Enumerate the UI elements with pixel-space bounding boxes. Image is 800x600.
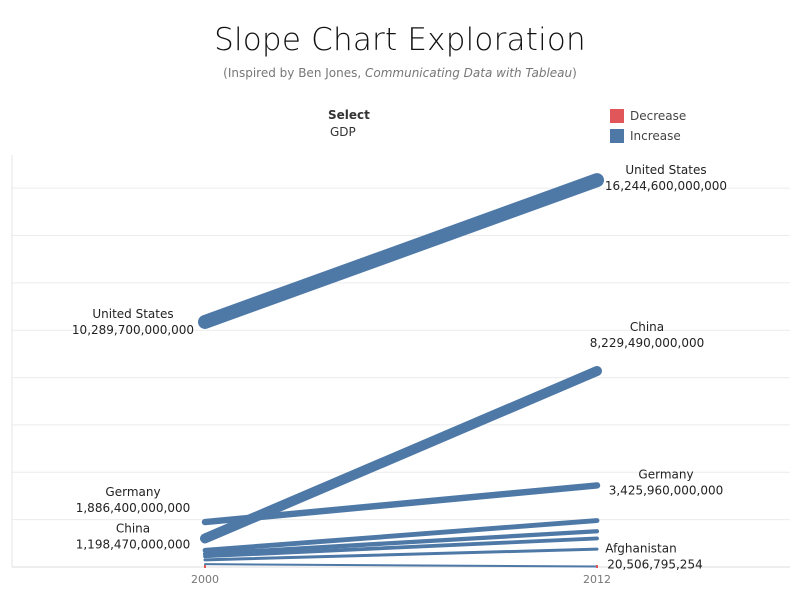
legend-swatch-increase <box>610 129 624 143</box>
label-end-value-afghanistan: 20,506,795,254 <box>607 558 702 572</box>
x-tick-label-2000: 2000 <box>191 573 219 586</box>
slope-line-united-states[interactable] <box>198 173 604 329</box>
slope-line-series-6[interactable] <box>203 536 599 559</box>
subtitle-suffix: ) <box>572 66 577 80</box>
slope-line-series-4[interactable] <box>202 518 600 553</box>
legend-item-decrease[interactable]: Decrease <box>610 106 686 126</box>
page-subtitle: (Inspired by Ben Jones, Communicating Da… <box>0 66 800 80</box>
legend: Decrease Increase <box>610 106 686 146</box>
label-start-value-china: 1,198,470,000,000 <box>76 537 191 551</box>
legend-item-increase[interactable]: Increase <box>610 126 686 146</box>
label-start-name-germany: Germany <box>105 485 160 499</box>
subtitle-prefix: (Inspired by Ben Jones, <box>223 66 365 80</box>
label-start-name-china: China <box>116 521 150 535</box>
slope-line-germany[interactable] <box>201 482 601 526</box>
label-start-value-germany: 1,886,400,000,000 <box>76 501 191 515</box>
label-end-name-china: China <box>630 320 664 334</box>
slope-line-china[interactable] <box>200 366 602 544</box>
subtitle-book: Communicating Data with Tableau <box>365 66 573 80</box>
label-end-value-china: 8,229,490,000,000 <box>590 336 705 350</box>
slope-line-series-5[interactable] <box>202 529 600 557</box>
legend-label-increase: Increase <box>630 129 681 143</box>
label-end-name-united-states: United States <box>625 163 706 177</box>
slope-line-afghanistan[interactable] <box>204 563 598 568</box>
measure-selector[interactable]: GDP <box>330 125 356 139</box>
label-start-value-united-states: 10,289,700,000,000 <box>72 323 194 337</box>
label-end-value-united-states: 16,244,600,000,000 <box>605 179 727 193</box>
x-tick-label-2012: 2012 <box>583 573 611 586</box>
page-title: Slope Chart Exploration <box>214 22 586 58</box>
slope-line-series-7[interactable] <box>203 547 599 562</box>
label-start-name-united-states: United States <box>92 307 173 321</box>
label-end-name-germany: Germany <box>638 467 693 481</box>
label-end-name-afghanistan: Afghanistan <box>605 542 676 556</box>
label-end-value-germany: 3,425,960,000,000 <box>609 483 724 497</box>
legend-swatch-decrease <box>610 109 624 123</box>
legend-label-decrease: Decrease <box>630 109 687 123</box>
select-label: Select <box>328 108 370 122</box>
